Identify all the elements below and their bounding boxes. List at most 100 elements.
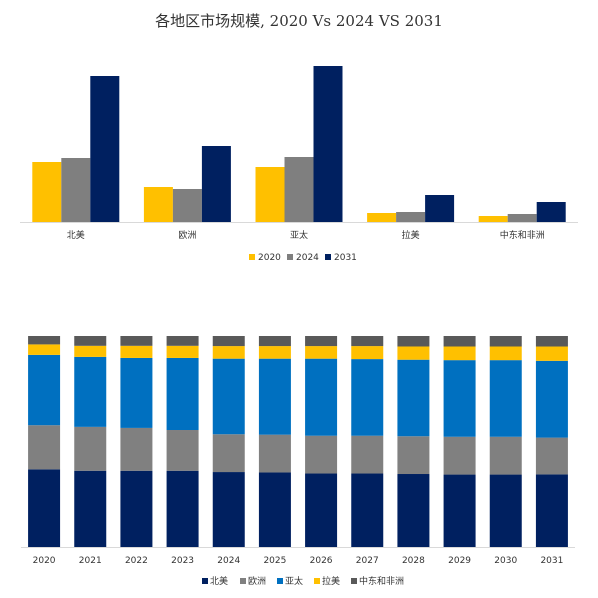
stack-北美-2026 <box>305 473 338 547</box>
stack-拉美-2024 <box>212 346 245 359</box>
stack-中东和非洲-2027 <box>351 336 384 347</box>
stack-欧洲-2030 <box>489 436 522 475</box>
x-tick-label: 亚太 <box>290 229 308 241</box>
bar-2031-2 <box>313 66 343 222</box>
stack-欧洲-2022 <box>120 427 153 471</box>
x-tick-label: 2022 <box>125 556 148 566</box>
x-tick-label: 2030 <box>494 556 517 566</box>
stack-亚太-2026 <box>305 358 338 436</box>
stack-北美-2025 <box>258 472 291 547</box>
stack-中东和非洲-2023 <box>166 336 199 346</box>
bar-2024-2 <box>284 157 314 222</box>
bar-2031-3 <box>425 195 455 222</box>
stack-中东和非洲-2025 <box>258 336 291 347</box>
x-tick-label: 2021 <box>79 556 102 566</box>
bar-2020-0 <box>32 162 62 222</box>
stack-拉美-2029 <box>443 346 476 361</box>
stack-中东和非洲-2020 <box>28 336 61 345</box>
stack-欧洲-2020 <box>28 425 61 470</box>
legend-swatch-2031 <box>325 254 331 260</box>
bar-2020-2 <box>255 167 285 222</box>
bar-2031-1 <box>201 146 231 222</box>
legend-label-北美: 北美 <box>210 575 228 587</box>
stack-亚太-2030 <box>489 360 522 437</box>
stack-欧洲-2028 <box>397 436 430 475</box>
stack-中东和非洲-2026 <box>305 336 338 347</box>
stack-拉美-2026 <box>305 346 338 359</box>
stack-拉美-2022 <box>120 345 153 358</box>
bar-2031-4 <box>536 202 566 222</box>
legend-label-亚太: 亚太 <box>285 575 303 587</box>
stack-亚太-2028 <box>397 359 430 437</box>
legend-label-2020: 2020 <box>258 253 281 263</box>
stack-欧洲-2023 <box>166 430 199 471</box>
stack-北美-2030 <box>489 474 522 547</box>
bar-2024-1 <box>172 189 202 222</box>
x-tick-label: 2024 <box>217 556 240 566</box>
legend-swatch-北美 <box>202 578 208 584</box>
x-tick-label: 2031 <box>540 556 563 566</box>
bar-2020-3 <box>367 213 397 222</box>
legend-swatch-拉美 <box>314 578 320 584</box>
stack-亚太-2025 <box>258 358 291 435</box>
legend-label-2024: 2024 <box>296 253 319 263</box>
x-tick-label: 2025 <box>263 556 286 566</box>
stack-北美-2031 <box>535 474 568 547</box>
stack-拉美-2027 <box>351 346 384 360</box>
legend-label-拉美: 拉美 <box>322 575 340 587</box>
bar-2020-1 <box>143 187 173 222</box>
stack-亚太-2029 <box>443 360 476 437</box>
stack-中东和非洲-2031 <box>535 336 568 347</box>
x-tick-label: 2028 <box>402 556 425 566</box>
legend-label-2031: 2031 <box>334 253 357 263</box>
stack-拉美-2031 <box>535 346 568 361</box>
chart-title: 各地区市场规模, 2020 Vs 2024 VS 2031 <box>155 12 443 30</box>
stack-北美-2027 <box>351 473 384 547</box>
bar-2024-0 <box>61 158 91 222</box>
x-tick-label: 2027 <box>356 556 379 566</box>
stack-拉美-2030 <box>489 346 522 361</box>
bar-2024-4 <box>507 214 537 222</box>
bar-2024-3 <box>396 212 426 222</box>
stack-北美-2021 <box>74 470 107 547</box>
stack-亚太-2031 <box>535 360 568 438</box>
stack-中东和非洲-2021 <box>74 336 107 346</box>
stack-北美-2028 <box>397 474 430 547</box>
legend-label-欧洲: 欧洲 <box>248 575 266 587</box>
stack-亚太-2024 <box>212 358 245 435</box>
stack-亚太-2022 <box>120 357 153 428</box>
stack-欧洲-2027 <box>351 435 384 474</box>
stack-拉美-2020 <box>28 344 61 355</box>
stack-中东和非洲-2029 <box>443 336 476 347</box>
stack-北美-2022 <box>120 470 153 547</box>
x-tick-label: 中东和非洲 <box>500 229 545 241</box>
stack-北美-2029 <box>443 474 476 547</box>
legend-swatch-欧洲 <box>240 578 246 584</box>
x-tick-label: 拉美 <box>402 229 420 241</box>
stack-中东和非洲-2030 <box>489 336 522 347</box>
stack-亚太-2023 <box>166 357 199 431</box>
legend-swatch-亚太 <box>277 578 283 584</box>
stack-欧洲-2026 <box>305 435 338 474</box>
stack-中东和非洲-2028 <box>397 336 430 347</box>
stack-中东和非洲-2022 <box>120 336 153 346</box>
legend-label-中东和非洲: 中东和非洲 <box>359 575 404 587</box>
stack-亚太-2020 <box>28 354 61 426</box>
stack-中东和非洲-2024 <box>212 336 245 347</box>
stack-北美-2020 <box>28 469 61 547</box>
stack-北美-2023 <box>166 470 199 547</box>
stack-欧洲-2025 <box>258 434 291 473</box>
stack-拉美-2023 <box>166 345 199 358</box>
stack-拉美-2028 <box>397 346 430 360</box>
stack-欧洲-2024 <box>212 434 245 473</box>
x-tick-label: 2029 <box>448 556 471 566</box>
stack-亚太-2027 <box>351 359 384 436</box>
x-tick-label: 欧洲 <box>178 229 196 241</box>
legend-swatch-中东和非洲 <box>351 578 357 584</box>
stack-北美-2024 <box>212 472 245 547</box>
x-tick-label: 2026 <box>310 556 333 566</box>
x-tick-label: 北美 <box>67 229 85 241</box>
legend-swatch-2020 <box>249 254 255 260</box>
